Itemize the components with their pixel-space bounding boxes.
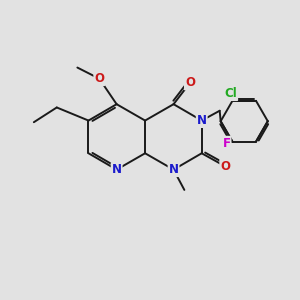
Text: N: N	[169, 163, 178, 176]
Text: O: O	[94, 72, 104, 85]
Text: O: O	[185, 76, 195, 89]
Text: Cl: Cl	[224, 87, 237, 100]
Text: N: N	[112, 163, 122, 176]
Text: O: O	[220, 160, 230, 173]
Text: F: F	[223, 137, 231, 150]
Text: N: N	[197, 114, 207, 127]
